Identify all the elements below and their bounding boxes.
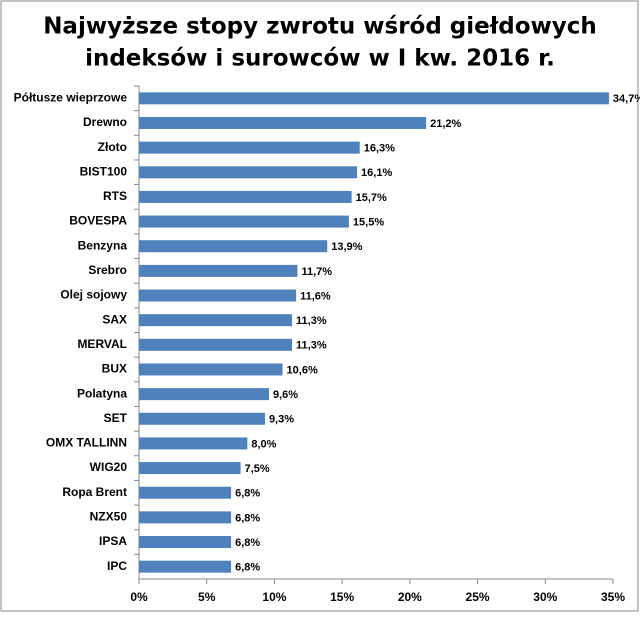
bar <box>139 289 297 302</box>
data-label: 11,3% <box>296 340 327 352</box>
bar <box>139 141 360 154</box>
bar <box>139 412 265 425</box>
y-tick-label: Polatyna <box>77 386 127 400</box>
x-tick-label: 20% <box>398 590 422 604</box>
data-label: 13,9% <box>331 241 362 253</box>
data-label: 9,6% <box>273 389 298 401</box>
bar <box>139 314 293 327</box>
x-tick-label: 5% <box>198 590 216 604</box>
bar <box>139 560 232 573</box>
y-tick-label: WIG20 <box>90 460 128 474</box>
data-label: 6,8% <box>235 488 260 500</box>
y-tick-label: IPC <box>107 559 127 573</box>
bar <box>139 437 248 450</box>
y-tick-label: Benzyna <box>78 238 128 252</box>
y-tick-label: MERVAL <box>77 337 127 351</box>
bar <box>139 536 232 549</box>
y-tick-label: Olej sojowy <box>60 288 127 302</box>
data-label: 21,2% <box>430 118 461 130</box>
bar <box>139 264 298 277</box>
y-tick-label: SET <box>104 411 128 425</box>
y-tick-label: IPSA <box>99 534 127 548</box>
x-tick-label: 0% <box>130 590 148 604</box>
y-tick-label: BUX <box>102 362 127 376</box>
bar <box>139 338 293 351</box>
data-label: 11,7% <box>301 266 332 278</box>
y-tick-label: Złoto <box>98 140 127 154</box>
y-tick-label: SAX <box>102 312 127 326</box>
data-label: 6,8% <box>235 562 260 574</box>
y-tick-label: BOVESPA <box>69 214 127 228</box>
data-label: 9,3% <box>269 414 294 426</box>
bar <box>139 462 241 475</box>
bar <box>139 388 270 401</box>
x-tick-label: 15% <box>330 590 354 604</box>
y-tick-label: NZX50 <box>90 510 128 524</box>
chart-title: indeksów i surowców w I kw. 2016 r. <box>85 46 555 72</box>
x-tick-label: 10% <box>262 590 286 604</box>
y-tick-label: Srebro <box>88 263 127 277</box>
x-tick-label: 30% <box>533 590 557 604</box>
data-label: 8,0% <box>251 438 276 450</box>
bar <box>139 486 232 499</box>
bar <box>139 92 609 105</box>
y-tick-label: Półtusze wieprzowe <box>14 90 128 104</box>
data-label: 6,8% <box>235 537 260 549</box>
data-label: 6,8% <box>235 512 260 524</box>
x-tick-label: 25% <box>466 590 490 604</box>
bar <box>139 166 358 179</box>
x-tick-label: 35% <box>601 590 625 604</box>
data-label: 16,3% <box>364 143 395 155</box>
y-tick-label: BIST100 <box>80 164 128 178</box>
data-label: 15,7% <box>356 192 387 204</box>
data-label: 16,1% <box>361 167 392 179</box>
y-tick-label: Drewno <box>83 115 127 129</box>
bar <box>139 116 427 129</box>
data-label: 10,6% <box>287 364 318 376</box>
bar <box>139 240 328 253</box>
bar <box>139 511 232 524</box>
data-label: 11,6% <box>300 290 331 302</box>
bar <box>139 363 283 376</box>
data-label: 7,5% <box>245 463 270 475</box>
y-tick-label: Ropa Brent <box>62 485 127 499</box>
y-tick-label: OMX TALLINN <box>46 436 127 450</box>
bar <box>139 215 349 228</box>
data-label: 34,7% <box>613 93 640 105</box>
bar <box>139 190 352 203</box>
y-tick-label: RTS <box>103 189 127 203</box>
data-label: 15,5% <box>353 216 384 228</box>
data-label: 11,3% <box>296 315 327 327</box>
chart-title: Najwyższe stopy zwrotu wśród giełdowych <box>43 14 597 40</box>
